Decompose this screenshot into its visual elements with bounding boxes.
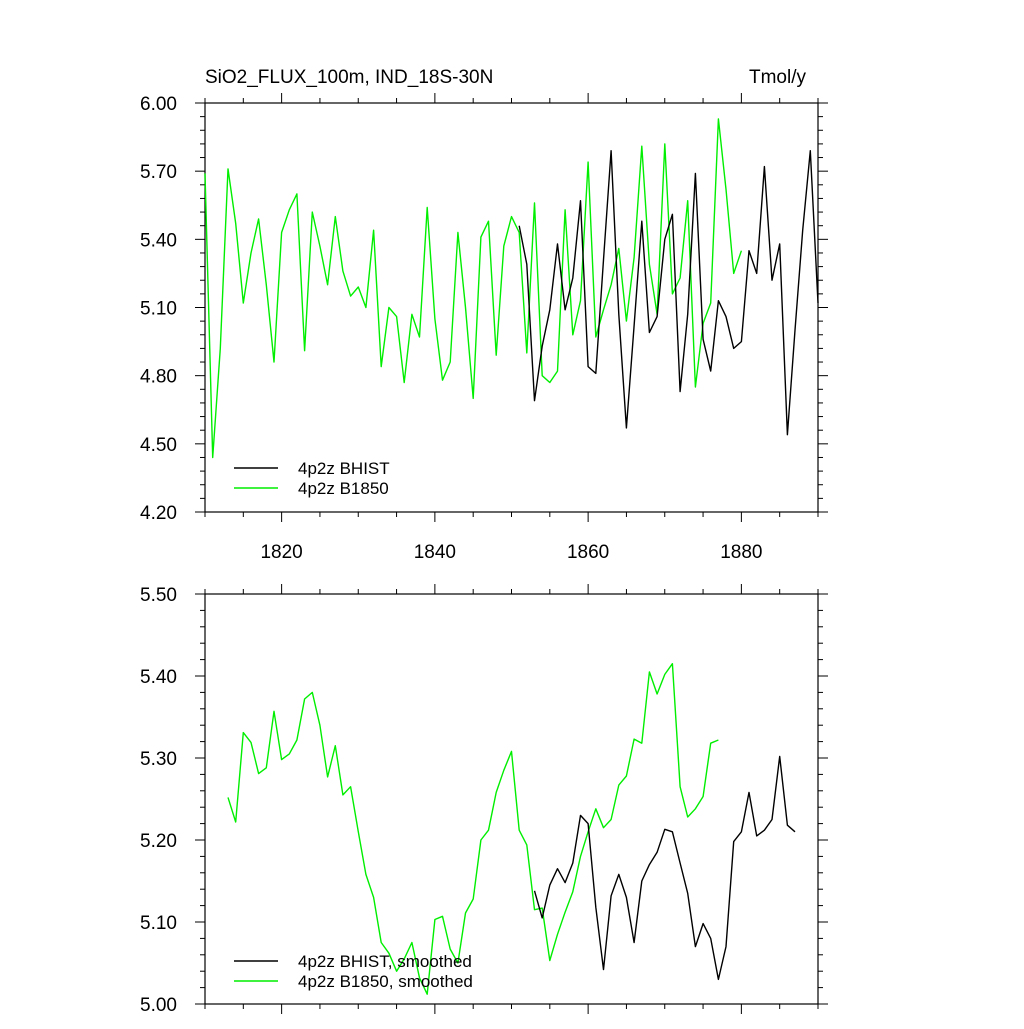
y-tick-label: 4.20 xyxy=(140,503,177,524)
x-tick-label: 1820 xyxy=(260,542,302,563)
units-label: Tmol/y xyxy=(749,67,807,88)
y-tick-label: 5.10 xyxy=(140,913,177,934)
y-tick-label: 4.50 xyxy=(140,435,177,456)
series-line-1 xyxy=(204,118,743,459)
legend-label: 4p2z B1850 xyxy=(298,479,389,498)
y-tick-label: 5.00 xyxy=(140,995,177,1016)
y-tick-label: 4.80 xyxy=(140,367,177,388)
series-line-1 xyxy=(227,663,719,995)
x-tick-label: 1880 xyxy=(720,542,762,563)
y-tick-label: 5.50 xyxy=(140,585,177,606)
y-tick-label: 5.30 xyxy=(140,749,177,770)
series-line-0 xyxy=(518,149,819,436)
legend-label: 4p2z BHIST, smoothed xyxy=(298,952,472,971)
chart-panel-1: 1820 1840 1860 1880 4.20 4.50 4.80 5.10 5.40 5.70… xyxy=(140,67,828,563)
x-tick-label: 1860 xyxy=(567,542,609,563)
series-line-0 xyxy=(533,755,796,981)
chart-panel-2: 5.00 5.10 5.20 5.30 5.40 5.50 4p2z BHIST, smoo… xyxy=(140,584,828,1016)
y-tick-label: 6.00 xyxy=(140,94,177,115)
y-tick-label: 5.40 xyxy=(140,230,177,251)
y-tick-label: 5.40 xyxy=(140,667,177,688)
plot-frame xyxy=(204,102,819,513)
y-tick-label: 5.20 xyxy=(140,831,177,852)
chart-title: SiO2_FLUX_100m, IND_18S-30N xyxy=(205,67,493,88)
legend-label: 4p2z B1850, smoothed xyxy=(298,972,473,991)
y-tick-label: 5.10 xyxy=(140,299,177,320)
y-tick-label: 5.70 xyxy=(140,162,177,183)
legend-label: 4p2z BHIST xyxy=(298,459,390,478)
x-tick-label: 1840 xyxy=(414,542,456,563)
